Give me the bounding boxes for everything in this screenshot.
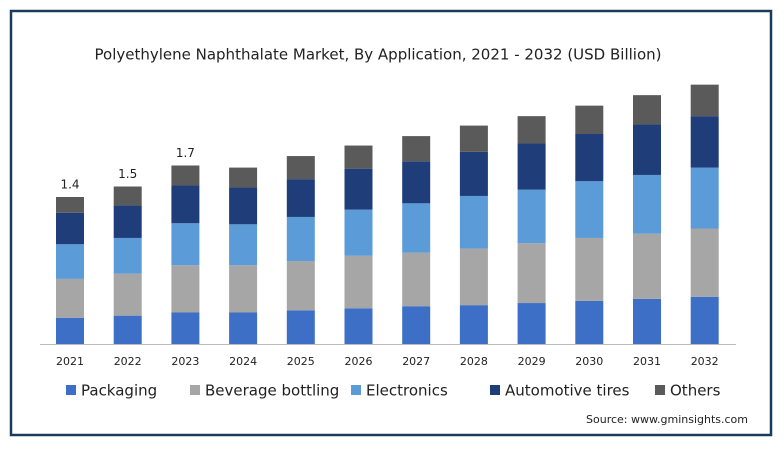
bar-segment: [286, 310, 315, 344]
legend-swatch: [190, 385, 200, 395]
bar-segment: [113, 186, 142, 206]
bar-segment: [575, 300, 604, 344]
bar-segment: [575, 105, 604, 134]
data-label: 1.4: [60, 178, 79, 192]
bar-segment: [690, 167, 719, 229]
x-tick-label: 2032: [691, 355, 719, 368]
chart-title: Polyethylene Naphthalate Market, By Appl…: [95, 46, 662, 64]
bar-segment: [402, 161, 431, 204]
x-tick-label: 2026: [345, 355, 373, 368]
bar-segment: [690, 116, 719, 168]
bar-segment: [56, 278, 84, 318]
bar-segment: [575, 181, 604, 238]
bar-segment: [56, 244, 84, 279]
legend-label: Beverage bottling: [205, 382, 339, 400]
bar-segment: [690, 84, 719, 117]
bar-segment: [113, 205, 142, 238]
bar-segment: [344, 308, 373, 344]
bar-segment: [517, 116, 546, 144]
bar-segment: [633, 233, 661, 299]
bar-segment: [575, 237, 604, 301]
data-label: 1.5: [118, 167, 137, 181]
bar-segment: [56, 197, 84, 213]
bar-segment: [113, 273, 142, 316]
legend-label: Packaging: [81, 382, 157, 400]
bar-segment: [633, 95, 661, 125]
x-tick-label: 2025: [287, 355, 315, 368]
bar-segment: [402, 306, 431, 344]
bar-segment: [402, 252, 431, 307]
bar-segment: [344, 209, 373, 256]
bar-segment: [286, 156, 315, 180]
bar-segment: [56, 212, 84, 245]
bar-segment: [344, 145, 373, 169]
bar-segment: [286, 179, 315, 217]
legend-swatch: [351, 385, 361, 395]
legend-label: Others: [670, 382, 721, 400]
bar-segment: [229, 265, 258, 313]
bar-segment: [286, 261, 315, 311]
x-tick-label: 2022: [114, 355, 142, 368]
bar-segment: [113, 315, 142, 344]
data-label: 1.7: [176, 146, 195, 160]
x-tick-label: 2029: [518, 355, 546, 368]
bar-segment: [575, 134, 604, 182]
bar-segment: [402, 136, 431, 162]
bar-segment: [171, 265, 200, 313]
bar-segment: [286, 216, 315, 262]
bar-segment: [229, 167, 258, 188]
bar-segment: [459, 195, 488, 249]
legend-swatch: [66, 385, 76, 395]
bar-segment: [113, 237, 142, 274]
source: Source: www.gminsights.com: [586, 413, 748, 426]
bar-segment: [517, 303, 546, 344]
bar-segment: [633, 298, 661, 344]
bar-segment: [229, 224, 258, 266]
bar-segment: [56, 317, 84, 344]
bar-segment: [459, 305, 488, 344]
x-tick-label: 2027: [402, 355, 430, 368]
bar-segment: [402, 203, 431, 253]
bar-segment: [517, 143, 546, 190]
legend-label: Electronics: [366, 382, 448, 400]
x-tick-label: 2024: [229, 355, 257, 368]
bar-segment: [633, 124, 661, 175]
bar-segment: [690, 228, 719, 297]
bar-segment: [459, 151, 488, 196]
bar-segment: [229, 312, 258, 344]
x-tick-label: 2021: [56, 355, 84, 368]
x-tick-label: 2023: [171, 355, 199, 368]
bar-segment: [344, 255, 373, 309]
bar-segment: [459, 248, 488, 306]
bar-segment: [171, 312, 200, 344]
bar-segment: [344, 168, 373, 210]
x-tick-label: 2031: [633, 355, 661, 368]
bar-segment: [517, 189, 546, 244]
x-tick-label: 2030: [575, 355, 603, 368]
legend-swatch: [655, 385, 665, 395]
bar-segment: [229, 187, 258, 225]
x-tick-label: 2028: [460, 355, 488, 368]
bar-segment: [517, 243, 546, 304]
bar-segment: [171, 223, 200, 266]
legend-swatch: [490, 385, 500, 395]
legend-label: Automotive tires: [505, 382, 630, 400]
bar-segment: [171, 165, 200, 186]
frame: [9, 9, 773, 437]
bar-segment: [459, 125, 488, 152]
bar-segment: [633, 174, 661, 234]
bar-segment: [690, 296, 719, 344]
bar-segment: [171, 185, 200, 224]
